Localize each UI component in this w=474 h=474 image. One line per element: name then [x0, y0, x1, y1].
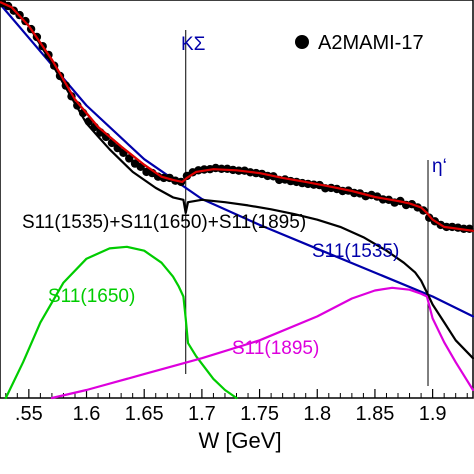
- data-points: [0, 0, 474, 233]
- legend-marker: [295, 35, 309, 49]
- x-axis-title: W [GeV]: [198, 428, 281, 453]
- data-point: [125, 154, 134, 163]
- x-ticks: [5, 389, 468, 398]
- svg-text:S11(1895): S11(1895): [232, 338, 319, 359]
- threshold-label-etaprime: η‘: [432, 156, 447, 177]
- legend: A2MAMI-17: [295, 32, 424, 54]
- x-tick-label: 1.9: [419, 403, 447, 425]
- x-tick-label: 1.7: [188, 403, 216, 425]
- x-tick-label: 1.65: [125, 403, 164, 425]
- x-tick-label: 1.8: [303, 403, 331, 425]
- x-tick-label: 1.75: [240, 403, 279, 425]
- svg-text:S11(1650): S11(1650): [48, 286, 135, 307]
- curve-s11-1895-: [50, 286, 474, 400]
- annotation-s11-1650: S11(1650): [48, 286, 135, 307]
- x-tick-label: 1.6: [73, 403, 101, 425]
- svg-text:S11(1535)+S11(1650)+S11(1895): S11(1535)+S11(1650)+S11(1895): [22, 212, 306, 233]
- svg-text:KΣ: KΣ: [181, 34, 205, 55]
- threshold-label-ksigma: KΣ: [181, 34, 205, 55]
- x-tick-label: .55: [15, 403, 43, 425]
- svg-text:S11(1535): S11(1535): [312, 241, 399, 262]
- legend-label: A2MAMI-17: [318, 32, 424, 54]
- x-tick-label: 1.85: [355, 403, 394, 425]
- annotation-sum: S11(1535)+S11(1650)+S11(1895): [22, 212, 306, 233]
- svg-text:η‘: η‘: [432, 156, 447, 177]
- annotation-s11-1535: S11(1535): [312, 241, 399, 262]
- curve-fit-overlay: [0, 0, 474, 232]
- x-tick-labels: .55 1.6 1.65 1.7 1.75 1.8 1.85 1.9: [15, 403, 447, 425]
- curve-s11-1650-: [4, 245, 238, 400]
- annotation-s11-1895: S11(1895): [232, 338, 319, 359]
